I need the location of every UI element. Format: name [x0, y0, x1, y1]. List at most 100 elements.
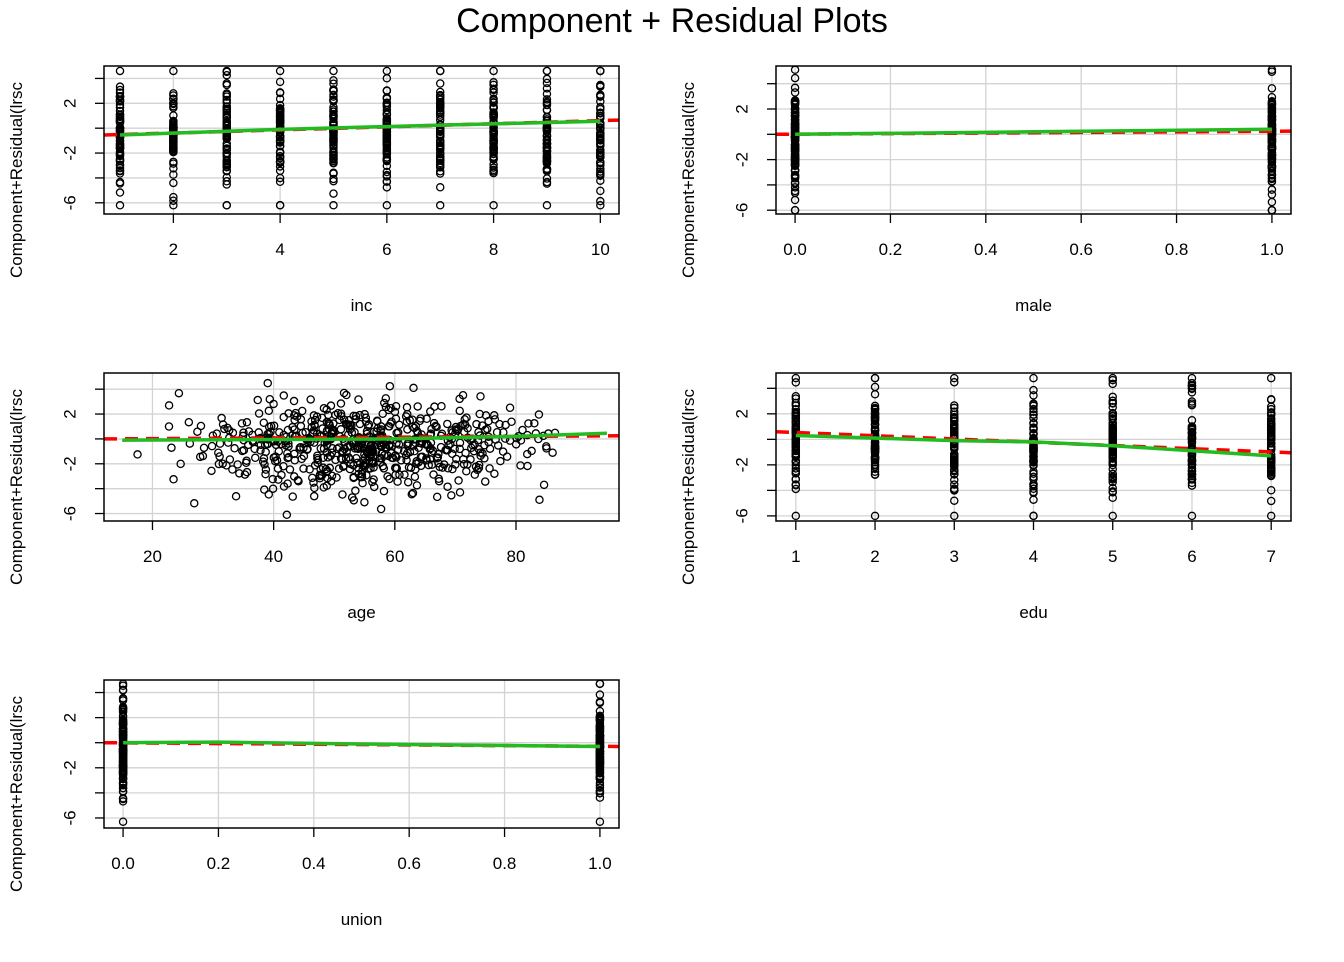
data-point — [294, 476, 303, 486]
data-point — [1187, 400, 1197, 410]
data-point — [403, 425, 412, 434]
data-point — [169, 475, 178, 484]
data-point — [1029, 391, 1038, 400]
data-point — [283, 479, 292, 488]
x-tick-label: 7 — [1266, 547, 1275, 566]
data-point — [1108, 424, 1117, 433]
data-point — [870, 416, 880, 426]
data-point — [502, 452, 512, 461]
data-point — [791, 466, 801, 476]
data-point — [254, 409, 264, 418]
data-point — [489, 78, 498, 87]
data-point — [790, 110, 800, 120]
data-point — [336, 399, 346, 408]
grid-lines — [776, 66, 1291, 214]
y-tick-label: -2 — [733, 457, 752, 472]
data-point — [115, 149, 125, 158]
data-point — [207, 441, 217, 451]
data-point — [169, 66, 178, 76]
data-point — [214, 448, 223, 457]
data-point — [275, 115, 285, 124]
data-point — [791, 378, 801, 387]
data-point — [319, 483, 328, 492]
x-tick-label: 4 — [1029, 547, 1038, 566]
data-point — [1266, 485, 1276, 495]
data-point — [1267, 98, 1277, 107]
data-point — [382, 149, 392, 159]
data-point — [222, 145, 231, 155]
data-point — [542, 177, 552, 187]
data-point — [1266, 471, 1276, 481]
data-point — [382, 143, 392, 153]
data-point — [329, 427, 338, 436]
data-point — [542, 95, 552, 104]
data-point — [275, 88, 285, 98]
y-tick-label: -6 — [61, 195, 80, 210]
data-point — [222, 177, 231, 186]
data-point — [870, 470, 880, 480]
data-point — [382, 100, 392, 110]
data-point — [260, 485, 269, 494]
data-point — [790, 186, 800, 196]
y-tick-label: 2 — [61, 713, 80, 722]
x-tick-label: 0.8 — [1165, 240, 1189, 259]
data-point — [1187, 466, 1197, 476]
data-point — [430, 402, 439, 411]
x-tick-label: 6 — [382, 240, 391, 259]
data-point — [595, 778, 605, 788]
data-point — [218, 459, 227, 468]
data-point — [242, 467, 252, 477]
data-point — [199, 443, 209, 453]
data-point — [313, 455, 323, 465]
data-point — [1108, 483, 1117, 493]
data-point — [542, 78, 552, 88]
data-point — [115, 106, 125, 116]
data-point — [542, 174, 552, 183]
data-point — [275, 131, 285, 141]
data-point — [790, 88, 800, 97]
data-point — [950, 427, 959, 437]
data-point — [596, 66, 605, 76]
data-point — [790, 195, 800, 205]
data-point — [222, 139, 231, 148]
data-point — [225, 455, 235, 464]
data-point — [950, 403, 959, 413]
data-point — [169, 138, 178, 147]
grid-lines — [104, 680, 619, 828]
data-point — [354, 395, 363, 404]
data-point — [115, 85, 125, 95]
data-point — [596, 186, 605, 196]
data-point — [275, 118, 285, 127]
data-point — [351, 486, 360, 495]
data-point — [1029, 511, 1038, 521]
data-point — [274, 475, 283, 484]
data-point — [1267, 148, 1277, 158]
data-point — [1108, 493, 1117, 503]
data-point — [275, 156, 285, 166]
data-point — [596, 170, 605, 179]
data-point — [462, 413, 471, 422]
x-axis-label: inc — [351, 296, 373, 315]
x-tick-label: 10 — [591, 240, 610, 259]
data-point — [790, 73, 800, 83]
data-point — [169, 147, 178, 156]
data-point — [453, 424, 463, 434]
data-point — [391, 401, 401, 411]
data-point — [542, 89, 552, 99]
data-point — [596, 102, 605, 112]
data-point — [233, 460, 242, 469]
data-point — [115, 166, 125, 175]
data-point — [222, 102, 231, 111]
data-point — [1267, 142, 1277, 151]
data-point — [791, 480, 801, 490]
data-point — [392, 464, 402, 473]
y-tick-label: 2 — [733, 104, 752, 113]
data-point — [534, 410, 544, 419]
data-point — [383, 451, 393, 461]
data-point — [950, 496, 959, 505]
data-point — [435, 144, 445, 154]
data-point — [870, 419, 880, 429]
data-point — [870, 511, 880, 521]
data-point — [1187, 457, 1197, 466]
data-point — [507, 417, 516, 426]
